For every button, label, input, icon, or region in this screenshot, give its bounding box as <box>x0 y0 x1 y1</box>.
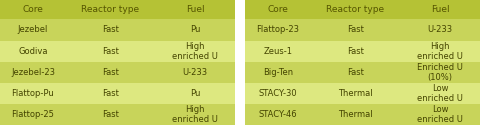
Bar <box>0 40 235 62</box>
Text: High
enriched U: High enriched U <box>172 42 218 61</box>
Text: Zeus-1: Zeus-1 <box>263 47 292 56</box>
Bar <box>245 0 480 19</box>
Text: Fast: Fast <box>347 68 364 77</box>
Bar <box>0 0 235 19</box>
Text: Jezebel: Jezebel <box>18 26 48 34</box>
Text: Fast: Fast <box>347 26 364 34</box>
Text: Jezebel-23: Jezebel-23 <box>11 68 55 77</box>
Text: Reactor type: Reactor type <box>82 5 140 14</box>
Bar <box>245 62 480 83</box>
Text: Fast: Fast <box>102 47 119 56</box>
Text: Enriched U
(10%): Enriched U (10%) <box>417 63 463 82</box>
Text: Fast: Fast <box>102 89 119 98</box>
Text: Fast: Fast <box>102 26 119 34</box>
Bar <box>245 40 480 62</box>
Text: Thermal: Thermal <box>338 89 372 98</box>
Text: Flattop-23: Flattop-23 <box>256 26 299 34</box>
Text: Fuel: Fuel <box>431 5 449 14</box>
Text: Reactor type: Reactor type <box>326 5 384 14</box>
Text: Pu: Pu <box>190 26 201 34</box>
Text: U-233: U-233 <box>183 68 208 77</box>
Text: Fuel: Fuel <box>186 5 204 14</box>
Bar <box>0 62 235 83</box>
Text: Godiva: Godiva <box>18 47 48 56</box>
Text: Low
enriched U: Low enriched U <box>417 105 463 124</box>
Text: Flattop-Pu: Flattop-Pu <box>12 89 54 98</box>
Bar <box>0 104 235 125</box>
Text: Pu: Pu <box>190 89 201 98</box>
Text: U-233: U-233 <box>428 26 453 34</box>
Bar <box>245 19 480 40</box>
Bar <box>245 83 480 104</box>
Text: STACY-30: STACY-30 <box>258 89 297 98</box>
Text: Core: Core <box>23 5 43 14</box>
Bar <box>0 83 235 104</box>
Text: Fast: Fast <box>102 68 119 77</box>
Text: Core: Core <box>267 5 288 14</box>
Text: Thermal: Thermal <box>338 110 372 119</box>
Text: Fast: Fast <box>347 47 364 56</box>
Text: STACY-46: STACY-46 <box>258 110 297 119</box>
Text: Fast: Fast <box>102 110 119 119</box>
Text: High
enriched U: High enriched U <box>172 105 218 124</box>
Text: High
enriched U: High enriched U <box>417 42 463 61</box>
Text: Low
enriched U: Low enriched U <box>417 84 463 103</box>
Text: Flattop-25: Flattop-25 <box>12 110 54 119</box>
Bar <box>0 19 235 40</box>
Bar <box>245 104 480 125</box>
Text: Big-Ten: Big-Ten <box>263 68 293 77</box>
